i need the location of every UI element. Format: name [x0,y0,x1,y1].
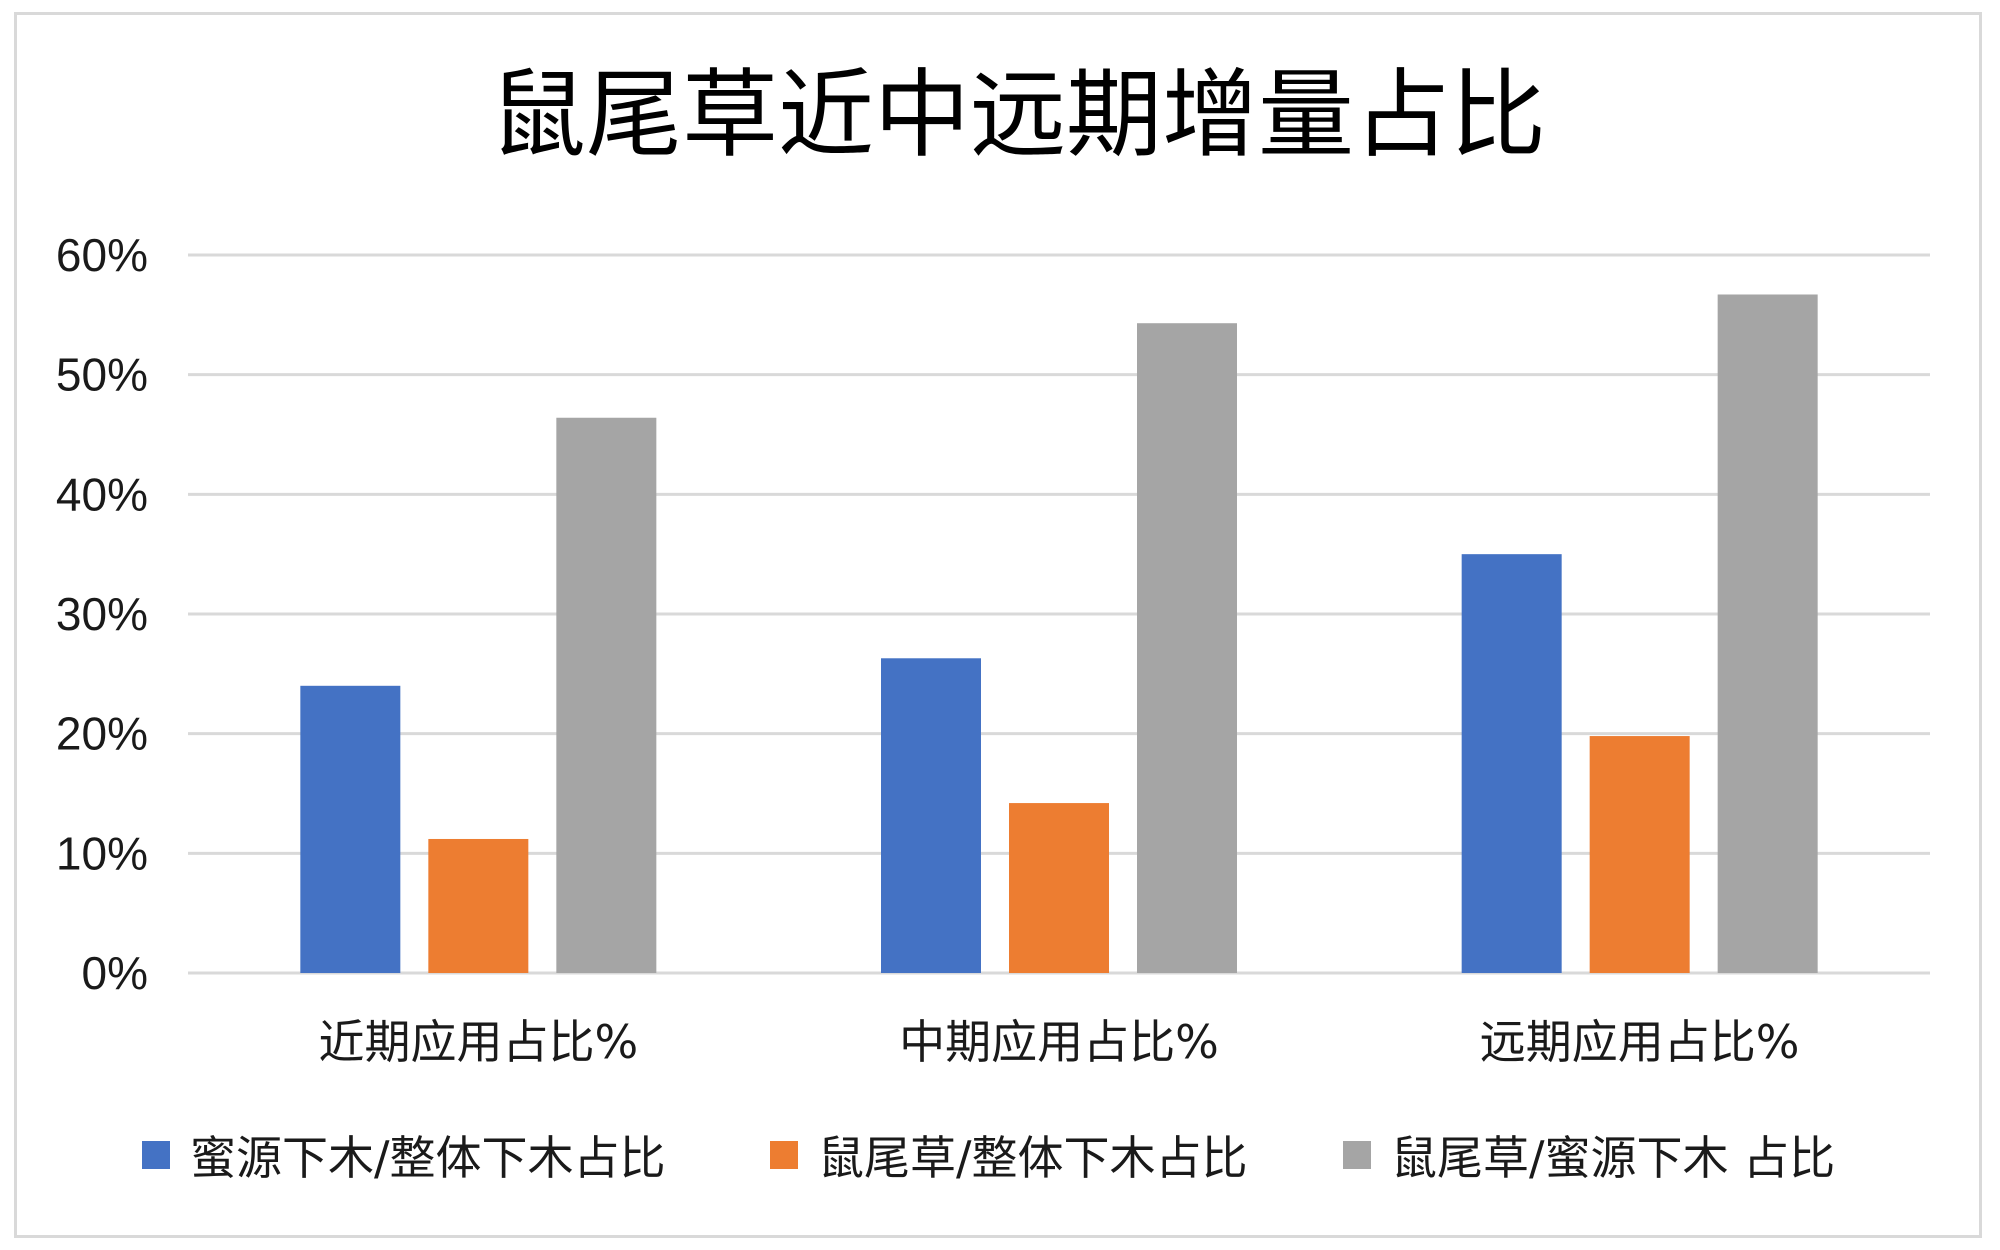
chart-title: 鼠尾草近中远期增量占比 [490,59,1546,171]
bar [1717,294,1818,973]
legend-item: 蜜源下木/整体下木占比 [142,1131,666,1185]
legend-swatch [770,1141,798,1169]
legend: 蜜源下木/整体下木占比 鼠尾草/整体下木占比 鼠尾草/蜜源下木 占比 [142,1131,1835,1185]
legend-swatch [142,1141,170,1169]
chart-frame [14,12,1982,1238]
y-axis-ticks: 0% 10% 20% 30% 40% 50% 60% [56,229,148,999]
x-axis-categories: 近期应用占比% 中期应用占比% 远期应用占比% [318,1015,1799,1069]
x-category-label: 近期应用占比% [318,1015,638,1069]
y-tick-label: 20% [56,708,148,760]
y-tick-label: 0% [82,947,148,999]
bar [1009,803,1109,973]
y-tick-label: 40% [56,468,148,520]
y-tick-label: 10% [56,827,148,879]
bars [300,294,1818,974]
legend-label: 鼠尾草/整体下木占比 [818,1131,1248,1185]
legend-item: 鼠尾草/蜜源下木 占比 [1343,1131,1835,1185]
bar [556,417,657,973]
bar [881,658,981,973]
y-tick-label: 30% [56,588,148,640]
legend-label: 鼠尾草/蜜源下木 占比 [1391,1131,1835,1185]
y-tick-label: 60% [56,229,148,281]
y-tick-label: 50% [56,349,148,401]
legend-swatch [1343,1141,1371,1169]
legend-label: 蜜源下木/整体下木占比 [190,1131,666,1185]
bar [428,838,529,973]
bar [1589,736,1690,973]
bar [1137,323,1237,974]
x-category-label: 远期应用占比% [1480,1015,1800,1069]
bar [300,685,401,973]
bar [1461,554,1562,973]
legend-item: 鼠尾草/整体下木占比 [770,1131,1248,1185]
x-category-label: 中期应用占比% [899,1015,1219,1069]
